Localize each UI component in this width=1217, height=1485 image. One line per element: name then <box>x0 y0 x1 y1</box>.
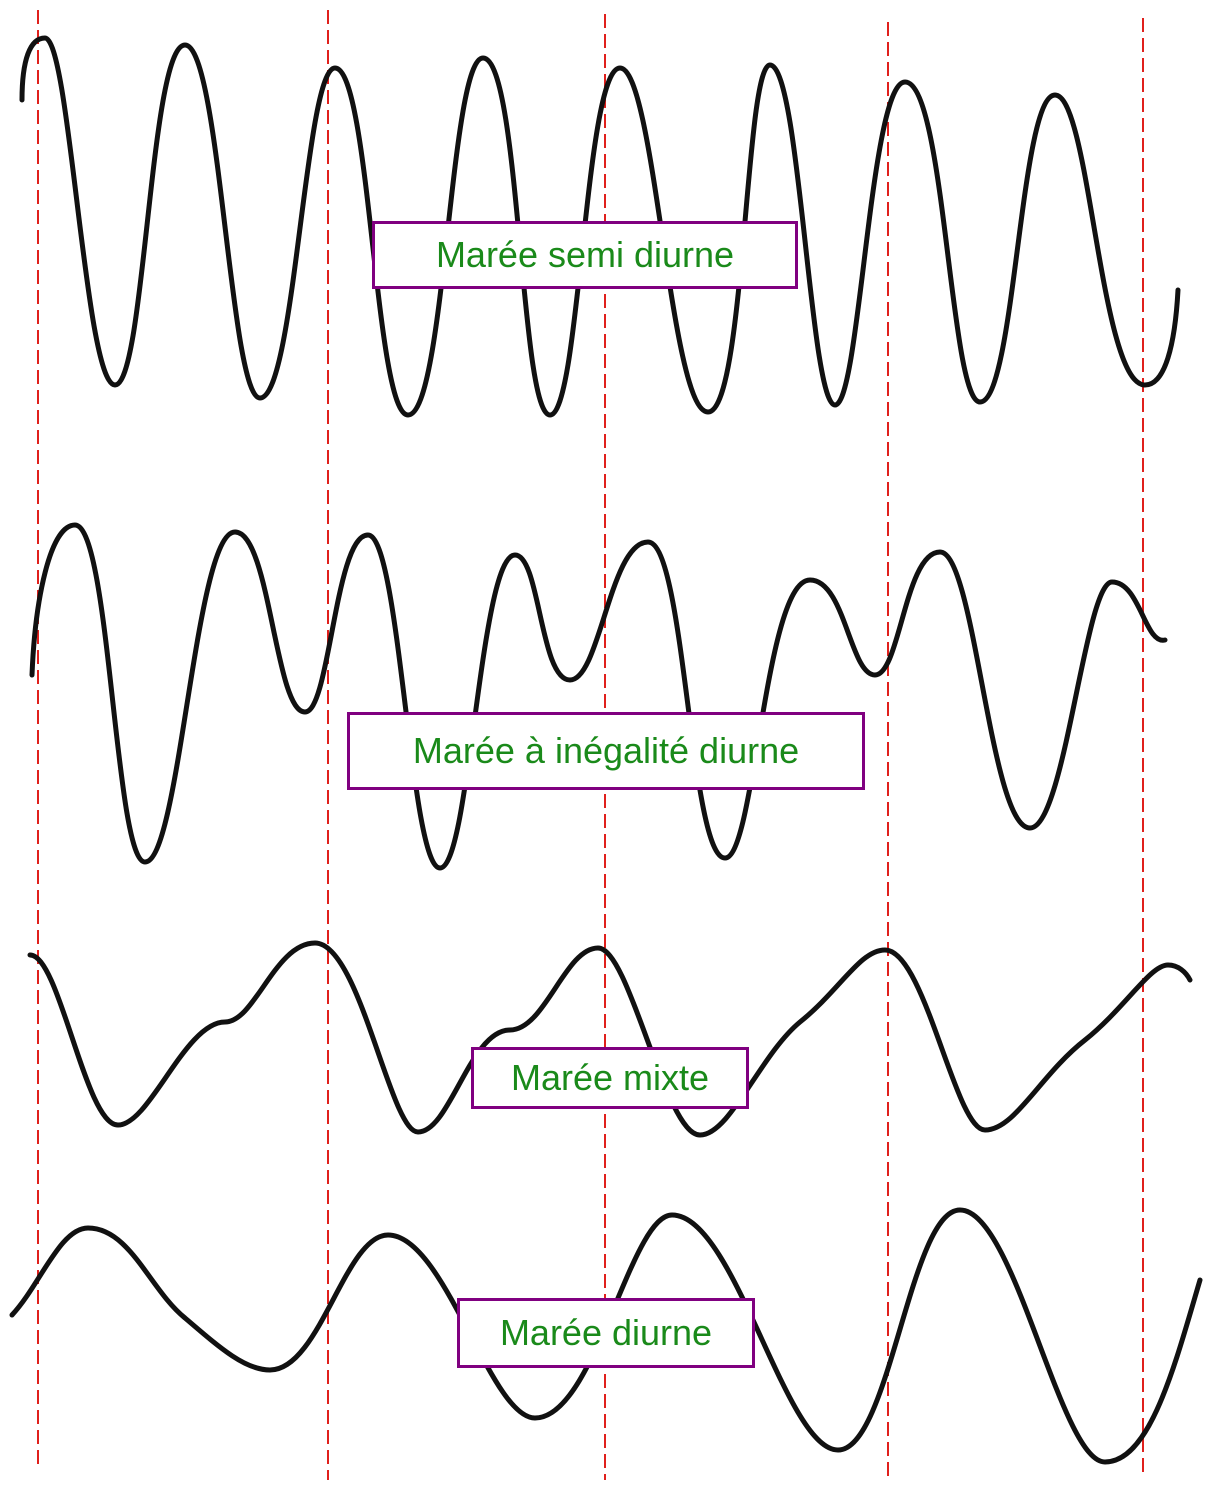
mixed-tide-curve <box>27 940 1193 1138</box>
semi-diurnal-label: Marée semi diurne <box>372 221 798 289</box>
diurnal-inequality-label: Marée à inégalité diurne <box>347 712 865 790</box>
diurnal-tide-label: Marée diurne <box>457 1298 755 1368</box>
diurnal-inequality-curve <box>29 522 1168 871</box>
mixed-tide-label: Marée mixte <box>471 1047 749 1109</box>
